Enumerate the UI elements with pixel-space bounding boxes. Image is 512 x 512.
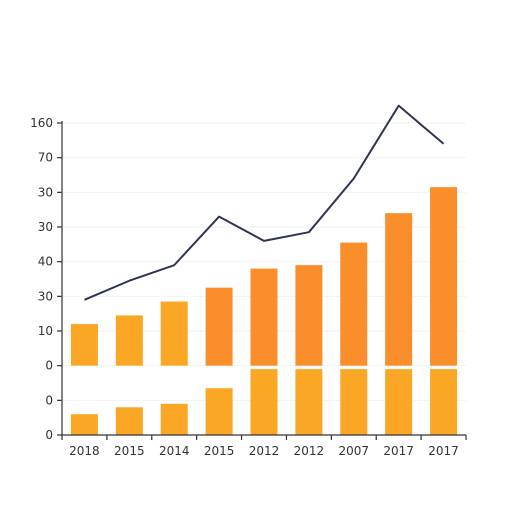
y-tick-label: 40: [38, 255, 53, 269]
bar-lower: [295, 369, 323, 435]
bar-upper-dark: [430, 187, 458, 366]
bar-upper-dark: [340, 242, 368, 366]
x-axis-labels: 2018 2015 2014 2015 2012 2012 2007 2017 2017: [69, 444, 459, 458]
x-tick-label: 2007: [339, 444, 370, 458]
bar-lower: [430, 369, 458, 435]
bar-upper-dark: [205, 287, 233, 366]
bar-lower: [340, 369, 368, 435]
x-tick-label: 2015: [114, 444, 145, 458]
x-tick-label: 2018: [69, 444, 100, 458]
y-tick-label: 30: [38, 220, 53, 234]
bar-upper: [115, 315, 143, 366]
bar-upper-dark: [250, 268, 278, 366]
x-tick-label: 2015: [204, 444, 235, 458]
bar-lower: [205, 388, 233, 435]
trend-line: [84, 104, 445, 301]
axes: [57, 121, 467, 440]
y-tick-label: 70: [38, 151, 53, 165]
bar-upper-dark: [385, 213, 413, 366]
bar-lower: [250, 369, 278, 435]
y-axis-labels: 0 0 0 10 30 40 30 30 70 160: [30, 116, 53, 442]
line-series: [84, 104, 445, 301]
bar-upper: [70, 324, 98, 366]
x-tick-label: 2017: [428, 444, 459, 458]
bars: [70, 187, 458, 435]
x-tick-label: 2014: [159, 444, 190, 458]
x-tick-label: 2017: [383, 444, 414, 458]
bar-lower: [115, 407, 143, 435]
x-tick-label: 2012: [294, 444, 325, 458]
y-tick-label: 0: [45, 428, 53, 442]
bar-lower: [385, 369, 413, 435]
bar-upper-dark: [295, 265, 323, 366]
y-tick-label: 0: [45, 393, 53, 407]
y-tick-label: 10: [38, 324, 53, 338]
bar-lower: [160, 403, 188, 435]
x-tick-label: 2012: [249, 444, 280, 458]
y-tick-label: 0: [45, 359, 53, 373]
y-tick-label: 30: [38, 289, 53, 303]
y-tick-label: 30: [38, 185, 53, 199]
bar-upper: [160, 301, 188, 366]
bar-lower: [70, 414, 98, 435]
y-tick-label: 160: [30, 116, 53, 130]
